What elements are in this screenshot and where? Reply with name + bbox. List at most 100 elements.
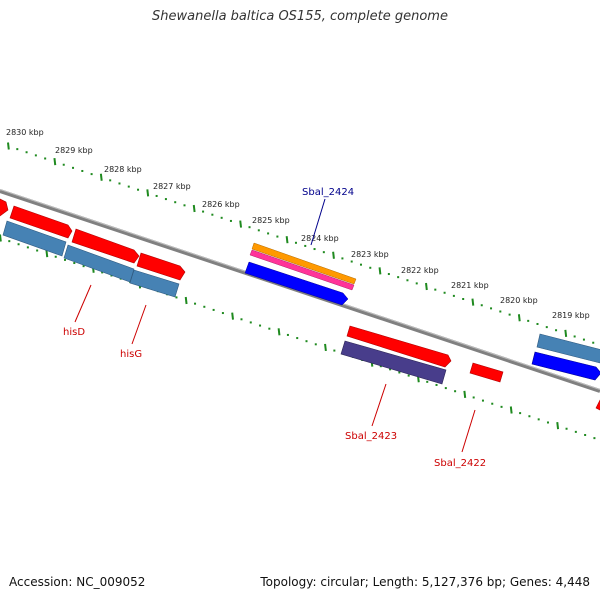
lower-scale-major-tick — [509, 406, 513, 414]
upper-scale-minor-tick — [434, 288, 437, 291]
upper-scale-minor-tick — [62, 163, 65, 166]
gene-red-right-edge[interactable] — [595, 399, 600, 411]
upper-scale-minor-tick — [527, 319, 530, 322]
gene-orange[interactable] — [251, 242, 357, 285]
upper-scale-minor-tick — [276, 235, 279, 238]
leader-sbal2423 — [371, 383, 387, 427]
upper-scale-minor-tick — [127, 185, 130, 188]
gene-steel-3[interactable] — [129, 269, 180, 298]
lower-scale-major-tick — [277, 328, 281, 336]
genome-summary-text: Topology: circular; Length: 5,127,376 bp… — [260, 575, 590, 589]
lower-scale-minor-tick — [537, 418, 540, 421]
gene-red-left-edge[interactable] — [0, 198, 9, 217]
upper-scale-minor-tick — [508, 313, 511, 316]
upper-scale-minor-tick — [555, 329, 558, 332]
lower-scale-minor-tick — [481, 399, 484, 402]
lower-scale-minor-tick — [472, 396, 475, 399]
gene-blue-right[interactable] — [531, 351, 600, 381]
lower-scale-major-tick — [231, 312, 234, 320]
upper-scale-minor-tick — [490, 307, 493, 310]
label-leaders — [74, 198, 476, 453]
lower-scale-minor-tick — [379, 365, 382, 368]
upper-scale-minor-tick — [369, 266, 372, 269]
lower-scale-minor-tick — [407, 374, 410, 377]
upper-scale-minor-tick — [109, 179, 112, 182]
lower-scale-major-tick — [324, 343, 327, 352]
upper-scale-minor-tick — [202, 210, 205, 213]
upper-scale-minor-tick — [90, 173, 93, 176]
gene-red-3[interactable] — [136, 252, 186, 281]
gene-pink[interactable] — [249, 249, 355, 291]
upper-scale-minor-tick — [164, 198, 167, 201]
lower-scale-minor-tick — [249, 321, 252, 324]
upper-scale-minor-tick — [174, 201, 177, 204]
lower-scale-minor-tick — [26, 246, 29, 249]
lower-scale-minor-tick — [221, 312, 224, 315]
upper-scale-minor-tick — [313, 248, 316, 251]
lower-scale-minor-tick — [593, 437, 596, 440]
upper-scale-major-tick — [517, 314, 521, 322]
lower-scale-minor-tick — [426, 380, 429, 383]
map-title: Shewanella baltica OS155, complete genom… — [152, 9, 448, 24]
gene-steel-1[interactable] — [2, 220, 67, 257]
gene-red-sbal2422[interactable] — [469, 362, 504, 383]
gene-red-sbal2423[interactable] — [346, 325, 452, 368]
lower-scale-minor-tick — [101, 271, 104, 274]
upper-scale-minor-tick — [294, 241, 297, 244]
gene-blue-center[interactable] — [244, 261, 349, 306]
upper-scale-minor-tick — [155, 194, 158, 197]
upper-scale-major-tick — [146, 189, 150, 197]
lower-scale-minor-tick — [491, 402, 494, 405]
scale-label-2820: 2820 kbp — [500, 296, 538, 305]
upper-scale-minor-tick — [25, 151, 28, 154]
lower-scale-minor-tick — [17, 243, 20, 246]
upper-scale-major-tick — [564, 329, 568, 337]
scale-label-2822: 2822 kbp — [401, 266, 439, 275]
scale-label-2821: 2821 kbp — [451, 281, 489, 290]
upper-scale-minor-tick — [72, 166, 75, 169]
upper-scale-minor-tick — [248, 226, 251, 229]
lower-scale-minor-tick — [268, 327, 271, 330]
lower-scale-minor-tick — [398, 371, 401, 374]
lower-scale-minor-tick — [296, 337, 299, 340]
leader-hisD — [74, 284, 92, 323]
lower-scale-major-tick — [463, 390, 467, 398]
upper-scale-minor-tick — [443, 291, 446, 294]
lower-scale-minor-tick — [454, 390, 457, 393]
leader-hisG — [131, 304, 147, 345]
lower-scale-major-tick — [184, 296, 188, 305]
upper-scale-ticks — [7, 142, 595, 344]
upper-scale-minor-tick — [406, 279, 409, 282]
gene-steel-right[interactable] — [536, 333, 600, 364]
lower-scale-minor-tick — [82, 265, 85, 268]
upper-scale-minor-tick — [267, 232, 270, 235]
upper-scale-minor-tick — [359, 263, 362, 266]
upper-scale-major-tick — [239, 220, 243, 228]
lower-scale-minor-tick — [389, 368, 392, 371]
upper-scale-major-tick — [285, 236, 289, 244]
gene-red-2[interactable] — [71, 228, 140, 264]
lower-scale-minor-tick — [240, 318, 243, 321]
scale-label-2824: 2824 kbp — [301, 234, 339, 243]
leader-sbal2422 — [461, 409, 476, 453]
upper-scale-minor-tick — [480, 304, 483, 307]
scale-labels: 2830 kbp 2829 kbp 2828 kbp 2827 kbp 2826… — [6, 128, 590, 320]
lower-scale-minor-tick — [584, 433, 587, 436]
upper-scale-major-tick — [53, 157, 57, 166]
upper-scale-major-tick — [192, 204, 196, 213]
upper-scale-minor-tick — [118, 182, 121, 185]
gene-label-hisG: hisG — [120, 349, 142, 360]
upper-scale-minor-tick — [387, 273, 390, 276]
gene-purple[interactable] — [340, 340, 447, 385]
upper-scale-minor-tick — [462, 298, 465, 301]
lower-scale-minor-tick — [528, 415, 531, 418]
upper-scale-major-tick — [378, 267, 382, 275]
gene-label-sbal2422: Sbal_2422 — [434, 458, 486, 469]
gene-red-1[interactable] — [9, 205, 73, 239]
upper-scale-minor-tick — [350, 260, 353, 263]
scale-label-2827: 2827 kbp — [153, 182, 191, 191]
upper-scale-minor-tick — [499, 310, 502, 313]
scale-label-2823: 2823 kbp — [351, 250, 389, 259]
upper-scale-minor-tick — [16, 148, 19, 151]
upper-scale-minor-tick — [573, 335, 576, 338]
